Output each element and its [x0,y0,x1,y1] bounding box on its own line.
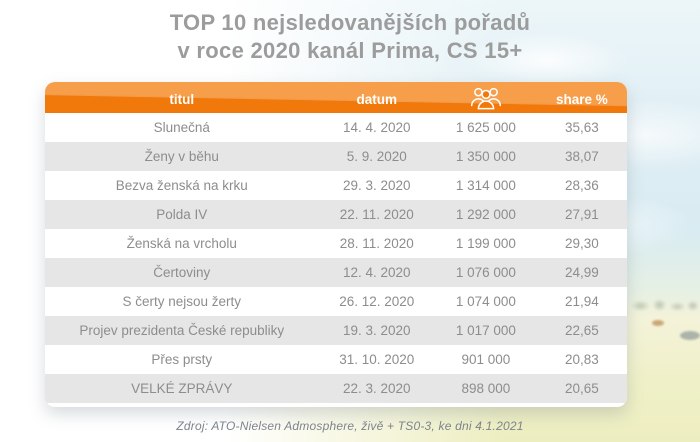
cell-titul: Ženská na vrcholu [126,236,237,251]
cell-datum: 14. 4. 2020 [342,120,411,135]
cell-titul: Bezva ženská na krku [115,178,248,193]
table-row: VELKÉ ZPRÁVY 22. 3. 2020 898 000 20,65 [45,374,627,403]
cell-datum: 19. 3. 2020 [342,323,411,338]
source-note: Zdroj: ATO-Nielsen Admosphere, živě + TS… [176,419,524,433]
cell-datum: 22. 3. 2020 [342,381,411,396]
cell-share: 22,65 [564,323,599,338]
page-title: TOP 10 nejsledovanějších pořadů v roce 2… [0,9,700,65]
cell-datum: 28. 11. 2020 [339,236,414,251]
cell-share: 20,83 [564,352,599,367]
cell-titul: Přes prsty [151,352,213,367]
cell-datum: 31. 10. 2020 [339,352,415,367]
table-row: Projev prezidenta České republiky 19. 3.… [45,316,627,345]
column-header-share: share % [555,91,608,107]
cell-datum: 29. 3. 2020 [342,178,411,193]
meadow-rock [680,331,700,340]
cell-titul: Čertoviny [153,265,211,280]
cell-datum: 22. 11. 2020 [339,207,414,222]
top10-table-card: titul datum share % Slunečná 14. 4. 2020… [45,82,627,407]
meadow-cow [652,320,664,326]
cell-viewers: 1 199 000 [455,236,516,251]
people-group-icon [468,85,504,110]
cell-viewers: 1 625 000 [455,120,516,135]
cell-titul: Slunečná [153,120,210,135]
column-header-datum: datum [356,91,397,107]
header-gloss-highlight [45,94,627,113]
cell-share: 29,30 [564,236,599,251]
table-row: Slunečná 14. 4. 2020 1 625 000 35,63 [45,113,627,142]
table-row: Čertoviny 12. 4. 2020 1 076 000 24,99 [45,258,627,287]
title-line-2: v roce 2020 kanál Prima, CS 15+ [177,38,523,63]
cell-datum: 26. 12. 2020 [339,294,415,309]
table-row: Přes prsty 31. 10. 2020 901 000 20,83 [45,345,627,374]
title-line-1: TOP 10 nejsledovanějších pořadů [169,10,531,35]
cell-share: 28,36 [564,178,599,193]
cell-share: 38,07 [564,149,599,164]
cell-viewers: 1 292 000 [455,207,516,222]
cell-datum: 12. 4. 2020 [342,265,411,280]
cell-viewers: 901 000 [461,352,511,367]
cell-share: 24,99 [564,265,599,280]
cell-share: 27,91 [564,207,599,222]
table-row: Polda IV 22. 11. 2020 1 292 000 27,91 [45,200,627,229]
cell-viewers: 1 074 000 [455,294,516,309]
cell-viewers: 1 350 000 [455,149,516,164]
table-header-row: titul datum share % [45,82,627,113]
cell-titul: Projev prezidenta České republiky [79,323,285,338]
table-row: Bezva ženská na krku 29. 3. 2020 1 314 0… [45,171,627,200]
cell-titul: Polda IV [156,207,208,222]
table-body: Slunečná 14. 4. 2020 1 625 000 35,63 Žen… [45,113,627,403]
table-row: Ženská na vrcholu 28. 11. 2020 1 199 000… [45,229,627,258]
cell-viewers: 1 076 000 [455,265,516,280]
cell-titul: Ženy v běhu [144,149,219,164]
cell-titul: S čerty nejsou žerty [122,294,242,309]
cell-datum: 5. 9. 2020 [346,149,407,164]
horizon-treeline [610,297,700,313]
column-header-titul: titul [169,91,195,107]
cell-viewers: 1 314 000 [455,178,516,193]
cell-titul: VELKÉ ZPRÁVY [131,381,233,396]
cell-share: 21,94 [564,294,599,309]
cell-share: 35,63 [564,120,599,135]
table-row: S čerty nejsou žerty 26. 12. 2020 1 074 … [45,287,627,316]
cell-share: 20,65 [564,381,599,396]
cell-viewers: 1 017 000 [455,323,516,338]
table-row: Ženy v běhu 5. 9. 2020 1 350 000 38,07 [45,142,627,171]
cell-viewers: 898 000 [461,381,511,396]
